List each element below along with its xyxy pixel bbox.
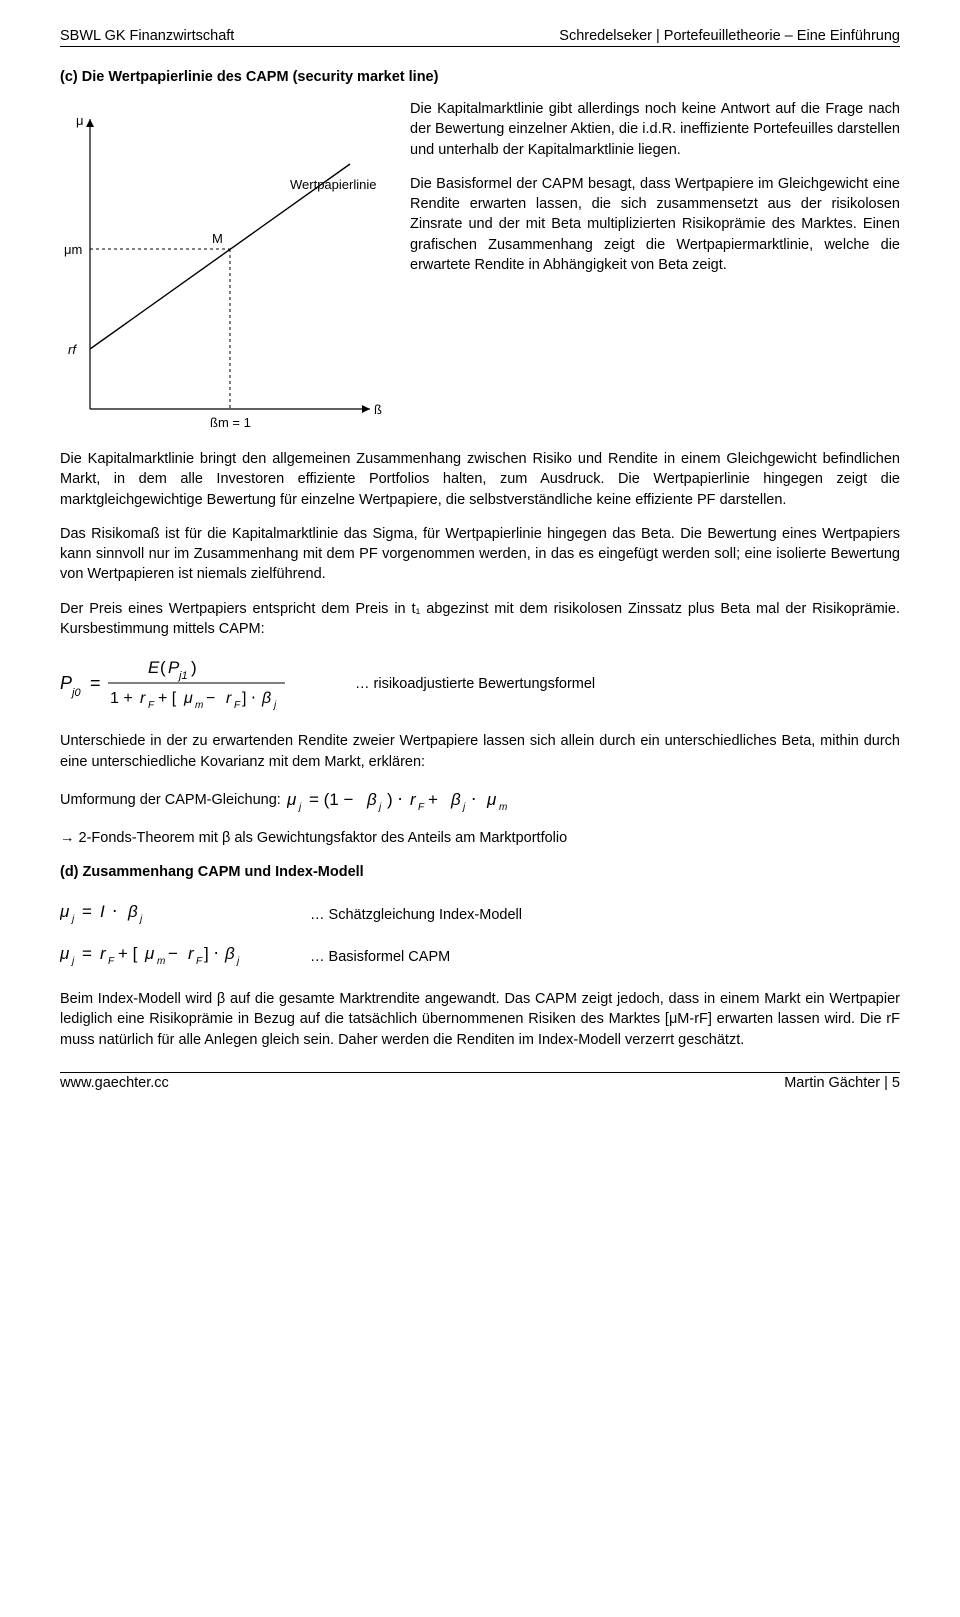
paragraph-3: Die Kapitalmarktlinie bringt den allgeme… — [60, 449, 900, 510]
svg-text:⋅: ⋅ — [112, 902, 117, 921]
svg-text:r: r — [410, 790, 417, 809]
svg-text:β: β — [366, 790, 377, 809]
svg-text:+: + — [428, 790, 438, 809]
svg-text:=: = — [90, 673, 101, 693]
svg-text:μ: μ — [60, 944, 70, 963]
paragraph-8: Beim Index-Modell wird β auf die gesamte… — [60, 989, 900, 1050]
svg-text:+ [: + [ — [118, 944, 138, 963]
svg-text:j: j — [377, 802, 382, 813]
svg-text:+ [: + [ — [158, 690, 177, 707]
svg-text:F: F — [418, 802, 425, 813]
svg-text:I: I — [100, 902, 105, 921]
svg-text:m: m — [499, 802, 507, 813]
svg-text:E: E — [148, 658, 160, 677]
svg-text:j: j — [272, 700, 277, 711]
svg-text:F: F — [196, 956, 203, 967]
svg-text:r: r — [140, 690, 146, 707]
svg-text:j: j — [70, 956, 75, 967]
paragraph-4: Das Risikomaß ist für die Kapitalmarktli… — [60, 524, 900, 585]
sml-svg: μ ß rf μm ßm = 1 Wertpapierlinie M — [60, 99, 390, 439]
header-left: SBWL GK Finanzwirtschaft — [60, 28, 234, 44]
svg-text:F: F — [234, 700, 241, 711]
svg-text:μ: μ — [287, 790, 297, 809]
svg-text:=: = — [82, 944, 92, 963]
svg-text:j: j — [138, 914, 143, 925]
paragraph-7: → 2-Fonds-Theorem mit β als Gewichtungsf… — [60, 828, 900, 848]
formula-price-label: … risikoadjustierte Bewertungsformel — [355, 674, 595, 694]
svg-text:−: − — [168, 944, 178, 963]
svg-text:F: F — [148, 700, 155, 711]
section-c-title: (c) Die Wertpapierlinie des CAPM (securi… — [60, 69, 900, 85]
svg-text:μ: μ — [60, 902, 70, 921]
svg-text:β: β — [224, 944, 235, 963]
svg-text:j: j — [235, 956, 240, 967]
svg-text:M: M — [212, 231, 223, 246]
umformung-prefix: Umformung der CAPM-Gleichung: — [60, 790, 281, 810]
svg-text:β: β — [261, 690, 271, 707]
svg-text:μ: μ — [183, 690, 193, 707]
svg-text:r: r — [188, 944, 195, 963]
svg-text:−: − — [206, 690, 215, 707]
svg-text:] ⋅: ] ⋅ — [242, 690, 256, 707]
svg-text:β: β — [127, 902, 138, 921]
svg-text:μm: μm — [64, 242, 82, 257]
sml-figure: μ ß rf μm ßm = 1 Wertpapierlinie M — [60, 99, 390, 439]
svg-text:(: ( — [160, 658, 166, 677]
section-d-title: (d) Zusammenhang CAPM und Index-Modell — [60, 862, 900, 882]
svg-text:j: j — [70, 914, 75, 925]
svg-text:⋅: ⋅ — [471, 790, 476, 809]
svg-text:μ: μ — [486, 790, 497, 809]
svg-text:j: j — [461, 802, 466, 813]
paragraph-5: Der Preis eines Wertpapiers entspricht d… — [60, 599, 900, 640]
svg-text:β: β — [450, 790, 461, 809]
umformung-line: Umformung der CAPM-Gleichung: μ j = (1 −… — [60, 786, 900, 814]
paragraph-2: Die Basisformel der CAPM besagt, dass We… — [410, 174, 900, 275]
formula-umformung-svg: μ j = (1 − β j ) ⋅ r F + β j ⋅ μ m — [287, 786, 537, 814]
svg-text:m: m — [195, 700, 203, 711]
formula-price: P j0 = E ( P j1 ) 1 + r F + [ μ m − r F … — [60, 653, 900, 715]
capm-basis-label: … Basisformel CAPM — [310, 947, 450, 967]
svg-text:j1: j1 — [177, 670, 188, 682]
svg-text:): ) — [191, 658, 197, 677]
formula-price-svg: P j0 = E ( P j1 ) 1 + r F + [ μ m − r F … — [60, 653, 295, 715]
footer-left: www.gaechter.cc — [60, 1075, 169, 1091]
formula-index-svg: μ j = I ⋅ β j — [60, 897, 190, 927]
svg-text:ß: ß — [374, 402, 382, 417]
formula-capm-svg: μ j = r F + [ μ m − r F ] ⋅ β j — [60, 939, 270, 969]
svg-text:1 +: 1 + — [110, 690, 133, 707]
svg-text:μ: μ — [76, 113, 84, 128]
header-rule — [60, 46, 900, 47]
footer-rule — [60, 1072, 900, 1073]
svg-text:μ: μ — [144, 944, 155, 963]
capm-basis-line: μ j = r F + [ μ m − r F ] ⋅ β j … Basisf… — [60, 939, 900, 975]
svg-text:F: F — [108, 956, 115, 967]
header-right: Schredelseker | Portefeuilletheorie – Ei… — [559, 28, 900, 44]
svg-text:) ⋅: ) ⋅ — [387, 790, 403, 809]
footer-right: Martin Gächter | 5 — [784, 1075, 900, 1091]
svg-text:= (1 −: = (1 − — [309, 790, 353, 809]
svg-text:j0: j0 — [70, 687, 81, 699]
svg-text:r: r — [100, 944, 107, 963]
svg-text:rf: rf — [68, 342, 77, 357]
index-model-line: μ j = I ⋅ β j … Schätzgleichung Index-Mo… — [60, 897, 900, 933]
svg-text:ßm = 1: ßm = 1 — [210, 415, 251, 430]
svg-text:=: = — [82, 902, 92, 921]
svg-text:r: r — [226, 690, 232, 707]
svg-text:] ⋅: ] ⋅ — [204, 944, 219, 963]
svg-text:P: P — [60, 673, 72, 693]
svg-text:m: m — [157, 956, 165, 967]
svg-text:j: j — [297, 802, 302, 813]
svg-text:Wertpapierlinie: Wertpapierlinie — [290, 177, 376, 192]
paragraph-1: Die Kapitalmarktlinie gibt allerdings no… — [410, 99, 900, 160]
paragraph-6: Unterschiede in der zu erwartenden Rendi… — [60, 731, 900, 772]
index-model-label: … Schätzgleichung Index-Modell — [310, 905, 522, 925]
